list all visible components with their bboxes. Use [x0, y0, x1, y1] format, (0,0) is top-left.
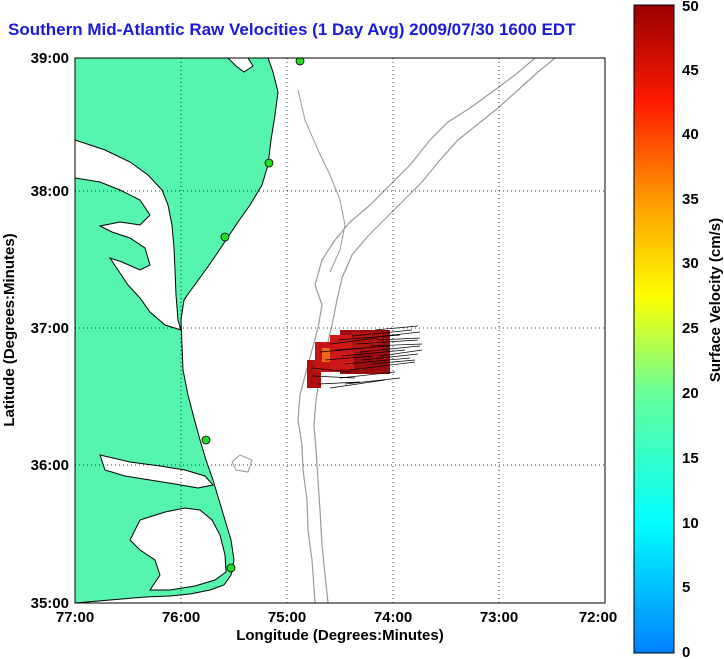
colorbar-tick-label: 10: [682, 515, 699, 532]
x-tick-label: 72:00: [579, 609, 617, 626]
y-tick-label: 38:00: [31, 183, 69, 200]
x-tick-label: 76:00: [162, 609, 200, 626]
colorbar-tick-label: 15: [682, 450, 699, 467]
pamlico-sound: [129, 507, 227, 591]
velocity-arrows: [311, 325, 423, 389]
map-title: Southern Mid-Atlantic Raw Velocities (1 …: [8, 20, 576, 39]
colorbar-ticks: 0 5 10 15 20 25 30 35 40 45 50: [682, 0, 699, 659]
radar-station-marker: [295, 58, 305, 66]
colorbar-tick-label: 50: [682, 0, 699, 15]
x-axis-label: Longitude (Degrees:Minutes): [236, 627, 444, 644]
delaware-bay: [227, 58, 254, 73]
y-axis-ticks: 35:00 36:00 37:00 38:00 39:00: [31, 50, 69, 612]
y-tick-label: 36:00: [31, 457, 69, 474]
bathymetry-patch: [231, 454, 253, 473]
colorbar-tick-label: 25: [682, 320, 699, 337]
velocity-cell: [330, 335, 354, 369]
colorbar-tick-label: 45: [682, 62, 699, 79]
colorbar-tick-label: 30: [682, 255, 699, 272]
chesapeake-bay: [75, 139, 182, 331]
y-tick-label: 37:00: [31, 320, 69, 337]
bathymetry-contour-shelf: [297, 58, 536, 603]
y-tick-label: 35:00: [31, 595, 69, 612]
map-grid: [75, 58, 605, 603]
radar-station-marker: [226, 563, 236, 573]
velocity-field: [307, 325, 423, 389]
x-tick-label: 74:00: [374, 609, 412, 626]
radar-station-marker: [220, 232, 230, 242]
colorbar-label: Surface Velocity (cm/s): [707, 218, 724, 382]
bathymetry-contour-inner: [297, 89, 346, 273]
radar-station-marker: [264, 158, 274, 168]
radar-station-marker: [201, 435, 211, 445]
colorbar-tick-label: 20: [682, 385, 699, 402]
colorbar-tick-label: 0: [682, 644, 690, 659]
colorbar-tick-label: 5: [682, 579, 690, 596]
y-axis-label: Latitude (Degrees:Minutes): [1, 233, 18, 426]
bathymetry-contour-slope: [313, 58, 556, 603]
x-tick-label: 77:00: [56, 609, 94, 626]
colorbar-tick-label: 40: [682, 126, 699, 143]
colorbar: [633, 4, 675, 654]
colorbar-tick-label: 35: [682, 191, 699, 208]
y-tick-label: 39:00: [31, 50, 69, 67]
x-tick-label: 73:00: [480, 609, 518, 626]
x-tick-label: 75:00: [268, 609, 306, 626]
x-axis-ticks: 77:00 76:00 75:00 74:00 73:00 72:00: [56, 609, 617, 626]
plot-frame: [74, 57, 606, 604]
